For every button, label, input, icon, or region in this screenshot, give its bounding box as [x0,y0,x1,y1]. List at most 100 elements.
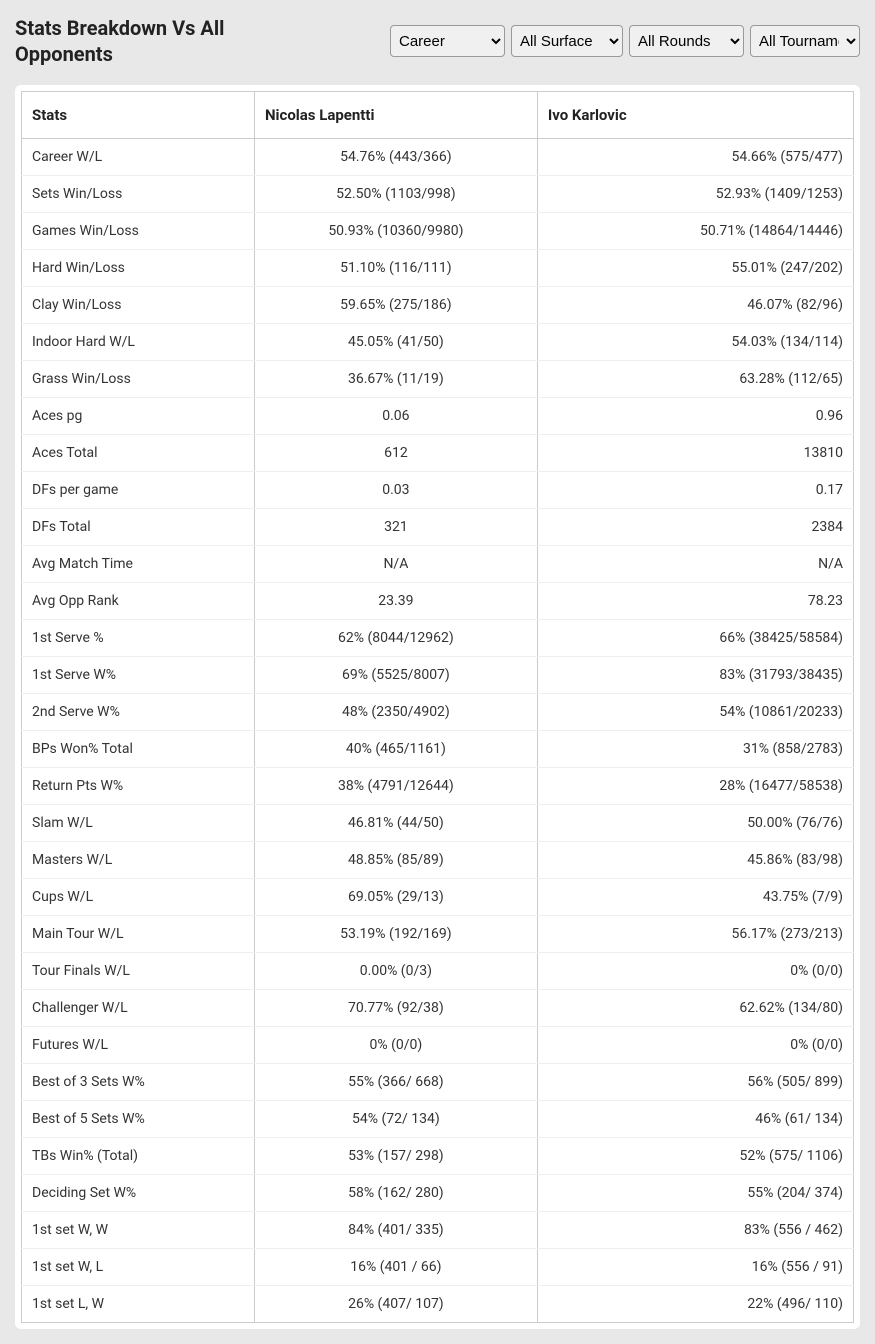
player2-value-cell: 16% (556 / 91) [537,1249,853,1286]
stat-label-cell: Sets Win/Loss [22,176,255,213]
table-row: Deciding Set W%58% (162/ 280)55% (204/ 3… [22,1175,854,1212]
player2-value-cell: 22% (496/ 110) [537,1286,853,1323]
table-row: 1st set W, W84% (401/ 335)83% (556 / 462… [22,1212,854,1249]
player2-value-cell: 50.00% (76/76) [537,805,853,842]
player1-value-cell: 0.03 [254,472,537,509]
player1-value-cell: 69.05% (29/13) [254,879,537,916]
player2-value-cell: 13810 [537,435,853,472]
player1-value-cell: 36.67% (11/19) [254,361,537,398]
table-row: Hard Win/Loss51.10% (116/111)55.01% (247… [22,250,854,287]
player2-value-cell: 2384 [537,509,853,546]
table-row: Slam W/L46.81% (44/50)50.00% (76/76) [22,805,854,842]
table-row: 1st Serve %62% (8044/12962)66% (38425/58… [22,620,854,657]
player1-value-cell: 40% (465/1161) [254,731,537,768]
player1-value-cell: 38% (4791/12644) [254,768,537,805]
table-row: Games Win/Loss50.93% (10360/9980)50.71% … [22,213,854,250]
player1-value-cell: 58% (162/ 280) [254,1175,537,1212]
player1-value-cell: 0% (0/0) [254,1027,537,1064]
player1-value-cell: 48.85% (85/89) [254,842,537,879]
table-row: Best of 5 Sets W%54% (72/ 134)46% (61/ 1… [22,1101,854,1138]
player2-value-cell: 50.71% (14864/14446) [537,213,853,250]
stat-label-cell: Aces pg [22,398,255,435]
player1-value-cell: 55% (366/ 668) [254,1064,537,1101]
stat-label-cell: DFs per game [22,472,255,509]
filter-rounds-select[interactable]: All Rounds [629,25,744,57]
player2-value-cell: 0.17 [537,472,853,509]
player2-value-cell: 46.07% (82/96) [537,287,853,324]
table-row: Indoor Hard W/L45.05% (41/50)54.03% (134… [22,324,854,361]
player1-value-cell: 54.76% (443/366) [254,139,537,176]
table-row: TBs Win% (Total)53% (157/ 298)52% (575/ … [22,1138,854,1175]
table-row: Challenger W/L70.77% (92/38)62.62% (134/… [22,990,854,1027]
table-row: 2nd Serve W%48% (2350/4902)54% (10861/20… [22,694,854,731]
page-header: Stats Breakdown Vs All Opponents Career … [0,0,875,77]
stat-label-cell: TBs Win% (Total) [22,1138,255,1175]
stat-label-cell: Indoor Hard W/L [22,324,255,361]
player1-value-cell: 51.10% (116/111) [254,250,537,287]
table-row: Sets Win/Loss52.50% (1103/998)52.93% (14… [22,176,854,213]
column-header-player1: Nicolas Lapentti [254,92,537,139]
player1-value-cell: 321 [254,509,537,546]
stat-label-cell: Main Tour W/L [22,916,255,953]
player2-value-cell: 62.62% (134/80) [537,990,853,1027]
stat-label-cell: Grass Win/Loss [22,361,255,398]
player1-value-cell: 612 [254,435,537,472]
stat-label-cell: Tour Finals W/L [22,953,255,990]
stat-label-cell: 1st Serve % [22,620,255,657]
stat-label-cell: Deciding Set W% [22,1175,255,1212]
stat-label-cell: Aces Total [22,435,255,472]
stat-label-cell: Return Pts W% [22,768,255,805]
player1-value-cell: 53.19% (192/169) [254,916,537,953]
player1-value-cell: 46.81% (44/50) [254,805,537,842]
player1-value-cell: 0.06 [254,398,537,435]
table-row: Aces Total61213810 [22,435,854,472]
table-row: 1st set W, L16% (401 / 66)16% (556 / 91) [22,1249,854,1286]
player1-value-cell: 45.05% (41/50) [254,324,537,361]
table-row: Return Pts W%38% (4791/12644)28% (16477/… [22,768,854,805]
stat-label-cell: BPs Won% Total [22,731,255,768]
table-row: Main Tour W/L53.19% (192/169)56.17% (273… [22,916,854,953]
stat-label-cell: 1st Serve W% [22,657,255,694]
player2-value-cell: 52% (575/ 1106) [537,1138,853,1175]
filter-tournaments-select[interactable]: All Tournaments [750,25,860,57]
player1-value-cell: 84% (401/ 335) [254,1212,537,1249]
player1-value-cell: 53% (157/ 298) [254,1138,537,1175]
player2-value-cell: 0.96 [537,398,853,435]
filter-career-select[interactable]: Career [390,25,505,57]
player1-value-cell: 59.65% (275/186) [254,287,537,324]
table-row: Cups W/L69.05% (29/13)43.75% (7/9) [22,879,854,916]
player2-value-cell: 54.03% (134/114) [537,324,853,361]
stat-label-cell: Hard Win/Loss [22,250,255,287]
stats-table-header-row: Stats Nicolas Lapentti Ivo Karlovic [22,92,854,139]
stat-label-cell: Futures W/L [22,1027,255,1064]
player1-value-cell: 69% (5525/8007) [254,657,537,694]
table-row: Career W/L54.76% (443/366)54.66% (575/47… [22,139,854,176]
player2-value-cell: 54% (10861/20233) [537,694,853,731]
player2-value-cell: 45.86% (83/98) [537,842,853,879]
player2-value-cell: 56% (505/ 899) [537,1064,853,1101]
table-row: Clay Win/Loss59.65% (275/186)46.07% (82/… [22,287,854,324]
player2-value-cell: 0% (0/0) [537,1027,853,1064]
player2-value-cell: 54.66% (575/477) [537,139,853,176]
player2-value-cell: 0% (0/0) [537,953,853,990]
player1-value-cell: 23.39 [254,583,537,620]
table-row: Tour Finals W/L0.00% (0/3)0% (0/0) [22,953,854,990]
stat-label-cell: 1st set W, L [22,1249,255,1286]
stat-label-cell: Clay Win/Loss [22,287,255,324]
player2-value-cell: 78.23 [537,583,853,620]
player1-value-cell: 48% (2350/4902) [254,694,537,731]
player2-value-cell: 66% (38425/58584) [537,620,853,657]
player2-value-cell: 83% (556 / 462) [537,1212,853,1249]
table-row: DFs Total3212384 [22,509,854,546]
column-header-stats: Stats [22,92,255,139]
stat-label-cell: 2nd Serve W% [22,694,255,731]
player1-value-cell: 16% (401 / 66) [254,1249,537,1286]
player2-value-cell: 63.28% (112/65) [537,361,853,398]
stats-table-body: Career W/L54.76% (443/366)54.66% (575/47… [22,139,854,1323]
stat-label-cell: DFs Total [22,509,255,546]
stats-table-head: Stats Nicolas Lapentti Ivo Karlovic [22,92,854,139]
table-row: Futures W/L0% (0/0)0% (0/0) [22,1027,854,1064]
player2-value-cell: 31% (858/2783) [537,731,853,768]
page-title: Stats Breakdown Vs All Opponents [15,15,315,67]
filter-surface-select[interactable]: All Surface [511,25,623,57]
